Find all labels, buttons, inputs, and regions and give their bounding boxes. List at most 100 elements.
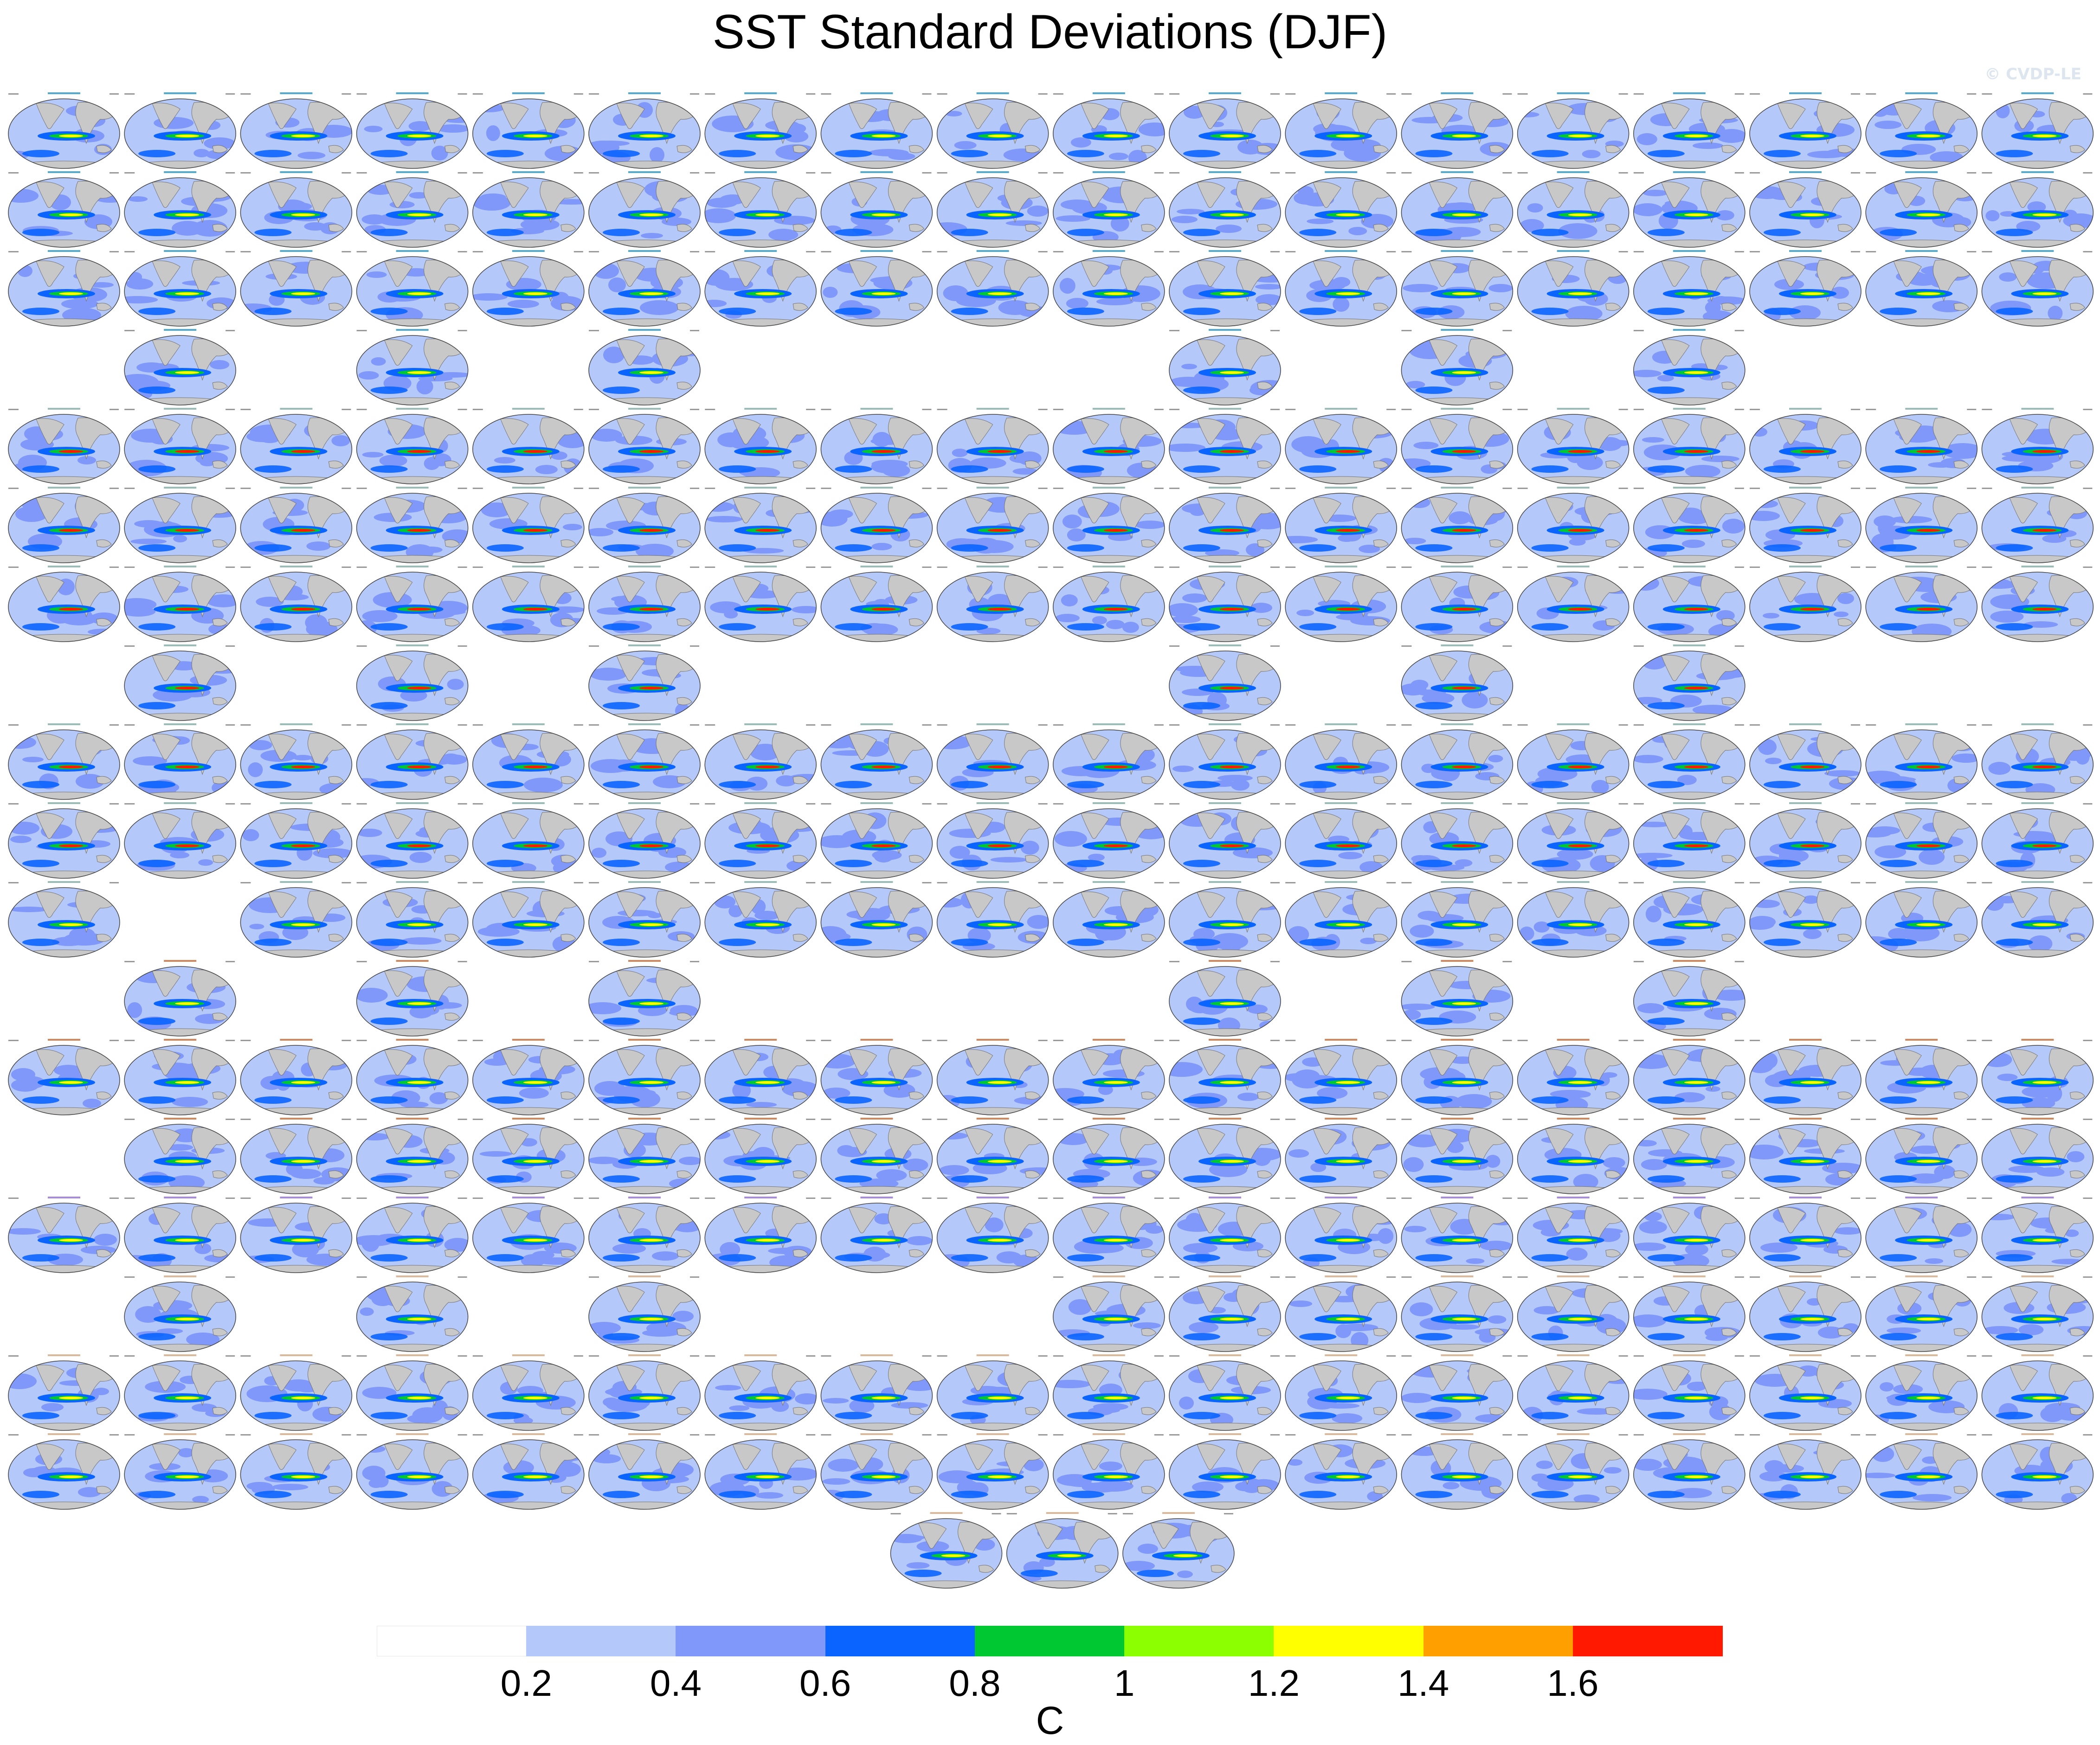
panel-title	[1789, 723, 1822, 725]
land-australia	[1373, 934, 1389, 942]
land-americas	[384, 339, 413, 366]
panel-title	[280, 881, 313, 883]
sst-contour	[1061, 594, 1078, 606]
panel-title	[1325, 723, 1358, 725]
panel-years-label	[1750, 1198, 1760, 1199]
panel-years-label	[1633, 172, 1644, 174]
enso-band-peak	[1220, 1160, 1244, 1163]
map-outline	[124, 1360, 236, 1431]
map-panel	[1169, 92, 1281, 169]
panel-years-label	[1401, 567, 1412, 568]
land-australia	[1489, 381, 1505, 390]
enso-band-peak	[59, 923, 83, 926]
enso-band-peak	[1103, 844, 1128, 847]
land-americas	[1777, 260, 1806, 287]
panel-title	[164, 408, 197, 410]
map-panel	[1865, 250, 1978, 327]
sst-contour	[1067, 528, 1086, 541]
map-panel	[588, 487, 701, 563]
land-americas	[1893, 812, 1922, 839]
map-panel	[1285, 566, 1397, 642]
sst-contour	[304, 222, 327, 231]
panel-years-label	[124, 961, 135, 962]
panel-title	[1673, 171, 1706, 173]
map-outline	[124, 572, 236, 642]
land-australia	[1025, 855, 1041, 863]
sst-contour	[362, 610, 398, 622]
enso-band-peak	[1916, 450, 1941, 453]
map-outline	[936, 1203, 1049, 1273]
enso-band-peak	[2032, 844, 2057, 847]
enso-band-peak	[1568, 608, 1592, 611]
southern-ocean-band	[486, 1175, 524, 1183]
southern-ocean-band	[254, 781, 292, 788]
southern-ocean-band	[719, 623, 756, 631]
enso-band-peak	[407, 1397, 432, 1399]
panel-years-label	[1750, 488, 1760, 489]
land-americas	[1661, 576, 1690, 602]
sst-contour	[784, 130, 809, 142]
map-outline	[472, 1360, 585, 1431]
panel-title	[396, 1197, 429, 1198]
land-australia	[560, 1407, 576, 1415]
enso-band-peak	[407, 844, 432, 847]
land-australia	[1953, 855, 1969, 863]
southern-ocean-band	[835, 229, 872, 236]
sst-contour	[1997, 1074, 2018, 1081]
panel-stat-label	[1502, 488, 1512, 489]
land-australia	[1837, 855, 1853, 863]
map-panel	[1285, 723, 1397, 800]
land-australia	[1489, 1328, 1505, 1336]
map-outline	[1633, 256, 1746, 327]
enso-band-peak	[1916, 1081, 1941, 1084]
map-panel	[1981, 566, 2094, 642]
land-australia	[560, 460, 576, 469]
panel-stat-label	[806, 724, 816, 726]
enso-band-peak	[2032, 213, 2057, 216]
southern-ocean-band	[1183, 1096, 1220, 1104]
southern-ocean-band	[486, 150, 524, 157]
enso-band-peak	[755, 529, 780, 532]
map-outline	[472, 256, 585, 327]
enso-band-peak	[1568, 292, 1592, 295]
enso-band-peak	[175, 608, 200, 611]
land-americas	[1893, 497, 1922, 523]
map-panel	[936, 1197, 1049, 1273]
land-australia	[212, 697, 228, 705]
land-australia	[792, 1249, 808, 1257]
southern-ocean-band	[1067, 150, 1104, 157]
land-australia	[2069, 460, 2086, 469]
panel-years-label	[472, 1355, 483, 1357]
panel-title	[512, 408, 545, 410]
land-australia	[1489, 934, 1505, 942]
panel-years-label	[937, 93, 947, 95]
panel-years-label	[1401, 93, 1412, 95]
land-australia	[328, 618, 344, 626]
sst-contour	[1333, 277, 1351, 287]
map-panel	[1633, 1275, 1746, 1352]
enso-band-peak	[871, 608, 896, 611]
panel-title	[164, 1354, 197, 1356]
land-americas	[964, 418, 993, 444]
land-australia	[2069, 776, 2086, 784]
map-outline	[820, 414, 933, 484]
southern-ocean-band	[370, 1254, 408, 1262]
enso-band-peak	[1800, 844, 1824, 847]
map-outline	[1749, 1203, 1862, 1273]
enso-band-peak	[755, 213, 780, 216]
sst-contour	[1217, 775, 1253, 781]
land-australia	[1721, 697, 1737, 705]
land-australia	[328, 934, 344, 942]
land-americas	[616, 734, 645, 760]
panel-stat-label	[1038, 882, 1048, 883]
panel-stat-label	[1851, 1040, 1860, 1041]
land-americas	[1661, 1128, 1690, 1154]
panel-title	[1557, 881, 1590, 883]
map-outline	[8, 414, 120, 484]
land-americas	[848, 734, 877, 760]
southern-ocean-band	[1299, 939, 1337, 946]
enso-band-peak	[1452, 213, 1476, 216]
panel-title	[1209, 1197, 1241, 1198]
enso-band-peak	[755, 608, 780, 611]
southern-ocean-band	[1415, 1017, 1453, 1025]
